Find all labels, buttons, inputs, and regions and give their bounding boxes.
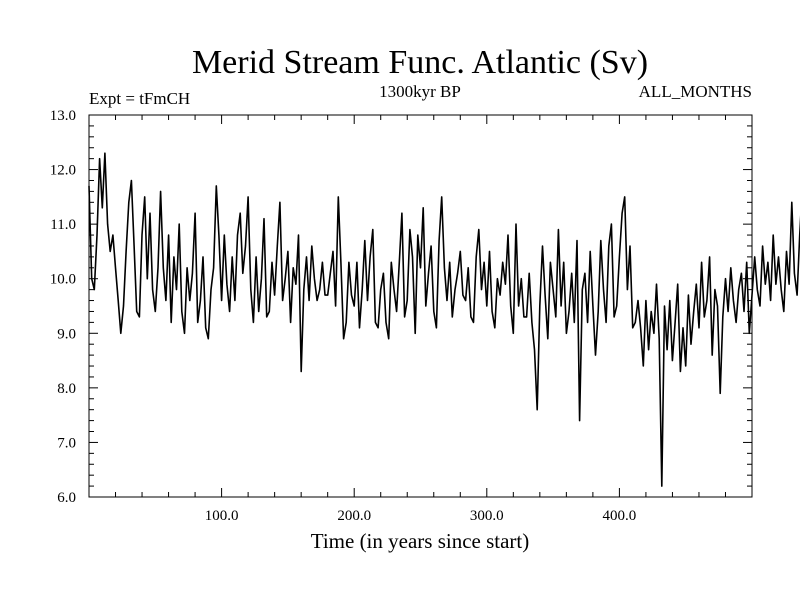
subtitle-right: ALL_MONTHS (639, 82, 752, 101)
x-tick-label: 200.0 (337, 508, 371, 524)
subtitle-center: 1300kyr BP (379, 82, 461, 101)
y-tick-label: 6.0 (57, 490, 76, 506)
x-tick-label: 400.0 (603, 508, 637, 524)
y-tick-label: 11.0 (50, 217, 76, 233)
subtitle-left: Expt = tFmCH (89, 89, 190, 108)
x-axis: 100.0 200.0 300.0 400.0 (88, 115, 753, 524)
chart-title: Merid Stream Func. Atlantic (Sv) (192, 44, 648, 81)
x-tick-label: 100.0 (205, 508, 239, 524)
x-axis-label: Time (in years since start) (311, 529, 530, 553)
y-tick-label: 8.0 (57, 381, 76, 397)
x-tick-label: 300.0 (470, 508, 504, 524)
plot-frame (88, 114, 753, 498)
y-axis: 6.0 7.0 8.0 9.0 10.0 11.0 12.0 13.0 (50, 108, 752, 506)
y-tick-label: 7.0 (57, 435, 76, 451)
y-tick-label: 13.0 (50, 108, 76, 124)
y-tick-label: 12.0 (50, 163, 76, 179)
y-tick-label: 10.0 (50, 272, 76, 288)
y-tick-label: 9.0 (57, 326, 76, 342)
series-line (88, 152, 800, 487)
